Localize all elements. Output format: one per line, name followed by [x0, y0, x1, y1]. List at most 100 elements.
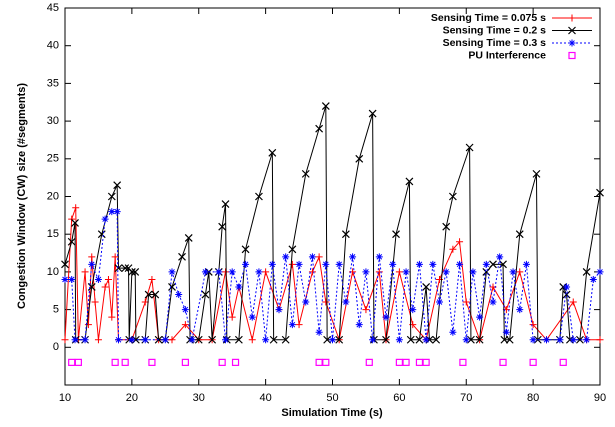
- x-tick-label: 10: [59, 392, 71, 404]
- marker: [456, 238, 464, 246]
- marker: [228, 313, 236, 321]
- marker: [255, 268, 263, 276]
- y-tick-label: 10: [47, 266, 59, 278]
- marker: [516, 306, 524, 314]
- marker: [496, 253, 504, 261]
- marker: [81, 336, 89, 344]
- marker: [201, 290, 210, 299]
- x-tick-label: 20: [126, 392, 138, 404]
- marker: [532, 169, 541, 178]
- marker: [248, 336, 256, 344]
- marker: [583, 336, 591, 344]
- marker: [563, 283, 571, 291]
- marker: [556, 336, 564, 344]
- marker: [368, 109, 377, 118]
- marker: [395, 358, 403, 366]
- marker: [101, 215, 109, 223]
- marker: [144, 290, 153, 299]
- marker: [235, 283, 243, 291]
- marker: [406, 335, 415, 344]
- marker: [228, 268, 236, 276]
- marker: [71, 336, 79, 344]
- y-tick-label: 0: [53, 341, 59, 353]
- y-tick-label: 30: [47, 115, 59, 127]
- marker: [335, 260, 343, 268]
- marker: [175, 291, 183, 299]
- marker: [68, 358, 76, 366]
- marker: [308, 253, 316, 261]
- marker: [107, 192, 116, 201]
- marker: [268, 260, 276, 268]
- marker: [308, 268, 316, 276]
- marker: [215, 268, 223, 276]
- series: [61, 102, 604, 344]
- marker: [181, 306, 189, 314]
- marker: [88, 253, 96, 261]
- legend-marker: [568, 39, 576, 47]
- marker: [231, 358, 240, 366]
- legend-text: Sensing Time = 0.2 s: [443, 24, 547, 36]
- marker: [448, 192, 457, 201]
- marker: [61, 260, 69, 269]
- marker: [302, 298, 310, 306]
- marker: [442, 268, 450, 276]
- marker: [596, 268, 604, 276]
- marker: [68, 215, 76, 223]
- marker: [436, 298, 443, 306]
- marker: [248, 313, 256, 321]
- marker: [559, 358, 567, 366]
- marker: [113, 208, 121, 216]
- marker: [301, 169, 310, 178]
- marker: [522, 260, 530, 268]
- marker: [596, 336, 604, 344]
- marker: [194, 335, 203, 344]
- y-tick-label: 5: [53, 304, 59, 316]
- marker: [121, 358, 129, 366]
- marker: [113, 181, 122, 190]
- marker: [178, 252, 186, 261]
- marker: [218, 358, 226, 366]
- legend-text: PU Interference: [468, 49, 546, 61]
- marker: [141, 336, 149, 344]
- legend-marker: [568, 14, 576, 22]
- marker: [515, 230, 524, 239]
- y-axis-label: Congestion Window (CW) size (#segments): [16, 83, 28, 309]
- legend-text: Sensing Time = 0.075 s: [431, 12, 546, 24]
- marker: [589, 275, 597, 283]
- x-tick-label: 80: [527, 392, 539, 404]
- marker: [365, 358, 373, 366]
- marker: [529, 336, 537, 344]
- marker: [499, 358, 507, 366]
- marker: [168, 336, 176, 344]
- marker: [375, 268, 383, 276]
- marker: [72, 204, 80, 212]
- marker: [218, 222, 227, 231]
- marker: [456, 260, 464, 268]
- marker: [362, 268, 370, 276]
- x-axis-label: Simulation Time (s): [281, 407, 383, 419]
- marker: [462, 298, 470, 306]
- legend-text: Sensing Time = 0.3 s: [443, 37, 547, 49]
- marker: [489, 260, 497, 269]
- marker: [596, 188, 604, 197]
- marker: [201, 268, 209, 276]
- y-tick-label: 40: [47, 40, 59, 52]
- marker: [131, 267, 140, 276]
- marker: [442, 222, 451, 231]
- marker: [505, 335, 514, 344]
- marker: [323, 335, 332, 344]
- marker: [375, 253, 383, 261]
- marker: [489, 298, 497, 306]
- marker: [429, 260, 437, 268]
- marker: [315, 328, 323, 336]
- y-tick-label: 20: [47, 190, 59, 202]
- marker: [422, 283, 431, 291]
- marker: [74, 358, 82, 366]
- marker: [469, 268, 477, 276]
- marker: [562, 290, 571, 299]
- marker: [355, 321, 363, 329]
- marker: [476, 313, 484, 321]
- marker: [415, 358, 424, 366]
- marker: [128, 336, 136, 344]
